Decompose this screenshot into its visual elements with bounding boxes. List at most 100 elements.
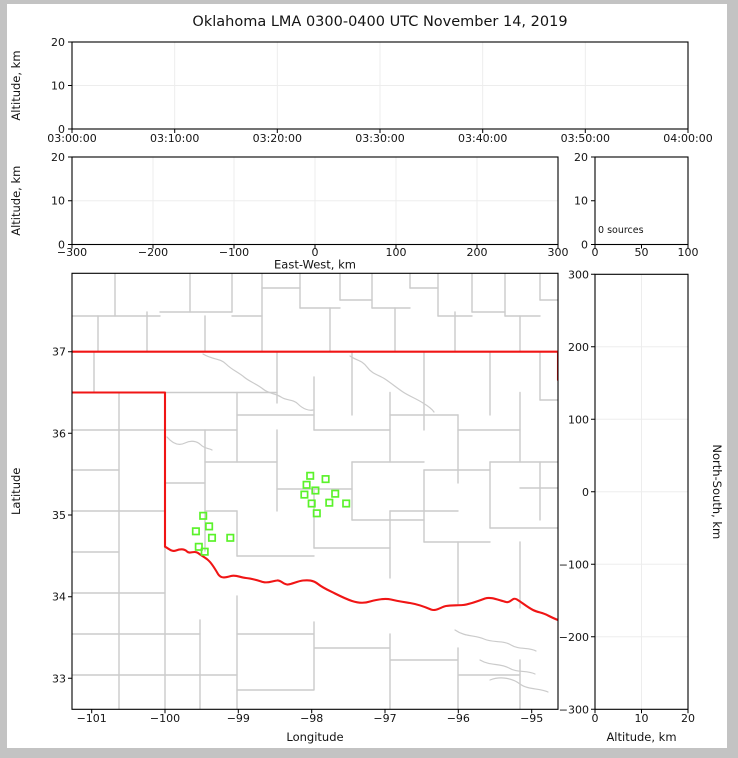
ns-ytick-n300: −300	[559, 703, 589, 716]
stats-ytick-20: 20	[574, 151, 588, 164]
ns-ytick-n100: −100	[559, 558, 589, 571]
ns-xtick-0: 0	[592, 712, 599, 725]
ns-ytick-300: 300	[568, 268, 589, 281]
ew-xtick-300: 300	[548, 246, 569, 259]
time-panel-grid	[72, 42, 688, 129]
state-border-panhandle-and-red-river	[72, 391, 558, 622]
ew-panel-grid	[72, 157, 558, 245]
ns-panel-grid	[595, 274, 688, 710]
lma-stations	[191, 471, 351, 556]
time-ytick-20: 20	[51, 36, 65, 49]
ns-ytick-200: 200	[568, 341, 589, 354]
time-xtick-0340: 03:40:00	[458, 132, 507, 145]
ns-panel-ticks	[591, 273, 689, 714]
time-xtick-0400: 04:00:00	[663, 132, 712, 145]
time-xtick-0300: 03:00:00	[47, 132, 96, 145]
ew-ytick-20: 20	[51, 151, 65, 164]
time-xtick-0310: 03:10:00	[150, 132, 199, 145]
map-xtick-n101: −101	[77, 712, 107, 725]
ew-xtick-n100: −100	[219, 246, 249, 259]
ew-xtick-0: 0	[312, 246, 319, 259]
ew-xtick-100: 100	[386, 246, 407, 259]
map-xtick-n97: −97	[373, 712, 396, 725]
county-lines-kansas-south	[97, 287, 521, 353]
map-xtick-n96: −96	[447, 712, 470, 725]
figure-title: Oklahoma LMA 0300-0400 UTC November 14, …	[192, 14, 567, 30]
lma-station-marker	[199, 511, 208, 520]
stats-xtick-0: 0	[592, 246, 599, 259]
ns-xtick-20: 20	[681, 712, 695, 725]
lma-station-marker	[311, 486, 320, 495]
lma-station-marker	[302, 480, 311, 489]
county-lines-texas-horizontal	[72, 429, 238, 676]
map-ytick-36: 36	[52, 427, 66, 440]
river-cimarron	[349, 355, 435, 413]
ew-ytick-10: 10	[51, 195, 65, 208]
river-southeast-tributaries	[454, 629, 549, 693]
lma-station-marker	[194, 542, 203, 551]
time-ytick-10: 10	[51, 80, 65, 93]
lma-station-marker	[307, 499, 316, 508]
ns-ytick-100: 100	[568, 413, 589, 426]
ns-panel-xlabel: Altitude, km	[606, 730, 676, 744]
county-lines-oklahoma-horizontal	[164, 391, 558, 557]
map-ytick-37: 37	[52, 346, 66, 359]
lma-station-marker	[205, 522, 214, 531]
lma-station-marker	[300, 490, 309, 499]
ns-ytick-n200: −200	[559, 631, 589, 644]
time-xtick-0350: 03:50:00	[561, 132, 610, 145]
map-xtick-n98: −98	[300, 712, 323, 725]
lma-station-marker	[306, 471, 315, 480]
source-count-note: 0 sources	[598, 225, 644, 236]
ew-panel-ylabel: Altitude, km	[9, 166, 23, 236]
county-lines-oklahoma-vertical	[204, 351, 541, 609]
lma-station-marker	[342, 499, 351, 508]
time-xtick-0320: 03:20:00	[253, 132, 302, 145]
ew-panel-ticks	[68, 156, 559, 249]
ew-xtick-n300: −300	[57, 246, 87, 259]
ew-xtick-200: 200	[467, 246, 488, 259]
stats-ytick-0: 0	[581, 239, 588, 252]
map-xtick-n95: −95	[520, 712, 543, 725]
map-panel-ylabel: Latitude	[9, 468, 23, 515]
river-north-canadian	[202, 353, 314, 411]
stats-panel-ticks	[591, 156, 689, 249]
lma-station-marker	[200, 547, 209, 556]
map-panel-frame	[71, 272, 559, 710]
map-xtick-n99: −99	[227, 712, 250, 725]
lma-station-marker	[325, 498, 334, 507]
lma-station-marker	[207, 533, 217, 542]
county-lines-kansas-north	[114, 273, 541, 317]
stats-xtick-100: 100	[678, 246, 699, 259]
river-elm-fork	[166, 436, 213, 451]
ew-xtick-n200: −200	[138, 246, 168, 259]
map-ytick-35: 35	[52, 509, 66, 522]
figure-canvas	[7, 4, 727, 748]
map-content	[72, 273, 558, 710]
time-panel-ylabel: Altitude, km	[9, 50, 23, 120]
ew-panel-xlabel: East-West, km	[274, 258, 356, 272]
county-lines-texas-vertical	[118, 391, 238, 710]
map-panel-xlabel: Longitude	[286, 730, 343, 744]
time-xtick-0330: 03:30:00	[355, 132, 404, 145]
map-ytick-34: 34	[52, 591, 66, 604]
map-ytick-33: 33	[52, 672, 66, 685]
tick-marks	[68, 41, 689, 714]
lma-station-marker	[331, 489, 340, 498]
lma-station-marker	[226, 533, 235, 542]
time-panel-ticks	[68, 41, 689, 133]
ns-xtick-10: 10	[635, 712, 649, 725]
ns-panel-ylabel: North-South, km	[710, 444, 724, 539]
stats-xtick-50: 50	[635, 246, 649, 259]
gridlines	[72, 42, 688, 710]
time-ytick-0: 0	[58, 123, 65, 136]
lma-station-marker	[312, 509, 321, 518]
stats-ytick-10: 10	[574, 195, 588, 208]
lma-station-marker	[191, 527, 200, 536]
ns-ytick-0: 0	[582, 486, 589, 499]
lma-station-marker	[321, 475, 330, 484]
ew-ytick-0: 0	[58, 239, 65, 252]
map-xtick-n100: −100	[150, 712, 180, 725]
